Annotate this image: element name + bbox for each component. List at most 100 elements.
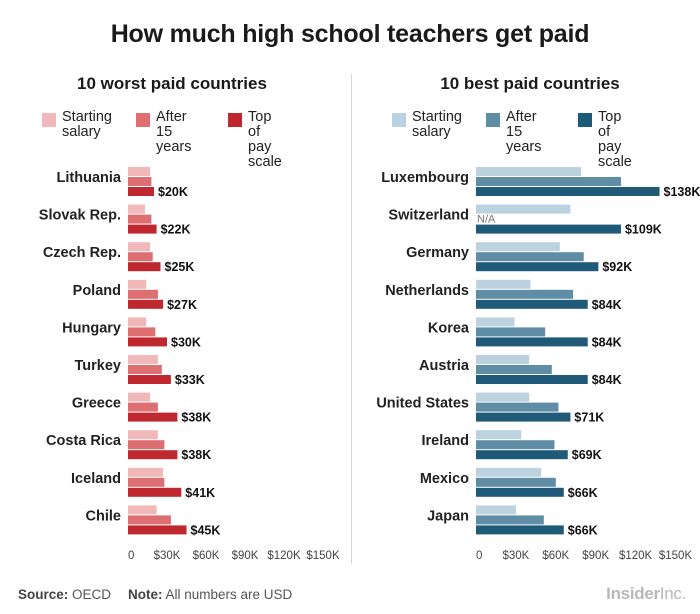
bar <box>476 365 552 374</box>
category-label: Turkey <box>75 358 121 374</box>
bar <box>128 337 167 347</box>
data-label: $45K <box>191 523 221 537</box>
bar <box>128 262 161 272</box>
bar-chart-best: Luxembourg $138K Switzerland N/A $109K German… <box>376 167 700 562</box>
bar <box>128 487 182 497</box>
data-label: $71K <box>574 411 604 425</box>
bar <box>476 262 599 272</box>
bar <box>476 289 574 299</box>
x-tick-label: 0 <box>476 550 482 562</box>
panel-title-worst: 10 worst paid countries <box>77 74 267 93</box>
legend-label-starting: Starting salary <box>412 109 462 140</box>
x-tick-label: $30K <box>502 550 529 562</box>
bar <box>128 477 165 487</box>
data-label: $84K <box>592 298 622 312</box>
bar <box>128 317 147 327</box>
data-label: $109K <box>625 223 662 237</box>
bar <box>128 279 147 289</box>
panel-title-best: 10 best paid countries <box>440 74 620 93</box>
bar <box>128 402 158 412</box>
data-label: $30K <box>171 335 201 349</box>
footer-note: Note: All numbers are USD <box>128 587 292 602</box>
bar <box>128 365 162 374</box>
bar <box>476 392 530 402</box>
legend-swatch-starting <box>392 113 406 127</box>
x-tick-label: $30K <box>154 550 181 562</box>
bar <box>476 177 621 186</box>
bar <box>128 355 158 364</box>
brand-bold: Insider <box>606 584 660 603</box>
legend-label-after15: After 15 years <box>506 109 542 155</box>
category-label: Costa Rica <box>46 433 122 449</box>
bar <box>476 224 621 234</box>
footer-note-value: All numbers are USD <box>165 587 293 602</box>
bar <box>128 440 165 450</box>
data-label: $20K <box>158 185 188 199</box>
bar <box>128 289 158 299</box>
bar <box>476 467 542 477</box>
footer-source-value: OECD <box>72 587 112 602</box>
bar <box>128 525 187 535</box>
data-label: $38K <box>181 411 211 425</box>
x-tick-label: $120K <box>267 550 301 562</box>
data-label: $41K <box>185 486 215 500</box>
category-label: Iceland <box>71 471 121 487</box>
bar <box>128 167 151 176</box>
bar <box>476 167 582 176</box>
bar <box>476 525 564 535</box>
data-label: $69K <box>572 448 602 462</box>
legend-swatch-after15 <box>486 113 500 127</box>
bar <box>476 187 660 196</box>
category-label: Ireland <box>421 433 469 449</box>
data-label: $66K <box>568 486 598 500</box>
bar <box>476 252 584 262</box>
bar <box>128 430 158 440</box>
data-label: $38K <box>181 448 211 462</box>
data-label: $33K <box>175 373 205 387</box>
data-label: $84K <box>592 335 622 349</box>
legend-swatch-after15 <box>136 113 150 127</box>
bar <box>476 505 516 515</box>
bar <box>476 430 522 440</box>
bar <box>128 224 157 234</box>
category-label: Hungary <box>62 320 121 336</box>
footer-note-key: Note: <box>128 587 163 602</box>
bar <box>128 187 154 196</box>
bar <box>476 402 559 412</box>
x-tick-label: $150K <box>659 550 693 562</box>
legend-swatch-top <box>228 113 242 127</box>
legend-label-top: Top of pay scale <box>598 109 632 170</box>
category-label: Slovak Rep. <box>39 208 121 224</box>
brand-light: Inc. <box>659 584 687 603</box>
category-label: Greece <box>72 396 121 412</box>
bar <box>476 440 555 450</box>
bar <box>128 392 151 402</box>
legend-label-after15: After 15 years <box>156 109 192 155</box>
bar <box>476 317 515 327</box>
category-label: Germany <box>406 245 469 261</box>
category-label: Mexico <box>420 471 469 487</box>
bar <box>128 412 178 422</box>
legend-label-starting: Starting salary <box>62 109 112 140</box>
data-label: $25K <box>165 260 195 274</box>
footer-source-key: Source: <box>18 587 69 602</box>
bar <box>128 177 152 186</box>
bar <box>476 242 560 252</box>
category-label: Netherlands <box>385 283 469 299</box>
category-label: Austria <box>419 358 470 374</box>
x-tick-label: $150K <box>306 550 340 562</box>
category-label: Korea <box>428 320 470 336</box>
bar <box>128 299 164 309</box>
bar <box>128 375 171 384</box>
x-tick-label: $90K <box>232 550 259 562</box>
bar <box>476 299 588 309</box>
legend-swatch-top <box>578 113 592 127</box>
bar <box>476 204 571 214</box>
data-label: $138K <box>664 185 700 199</box>
x-tick-label: $120K <box>619 550 653 562</box>
bar-chart-worst: Lithuania $20K Slovak Rep. $22K Czech Rep. $2… <box>39 167 340 562</box>
bar <box>476 375 588 384</box>
bar <box>476 355 530 364</box>
category-label: Czech Rep. <box>43 245 121 261</box>
legend-swatch-starting <box>42 113 56 127</box>
